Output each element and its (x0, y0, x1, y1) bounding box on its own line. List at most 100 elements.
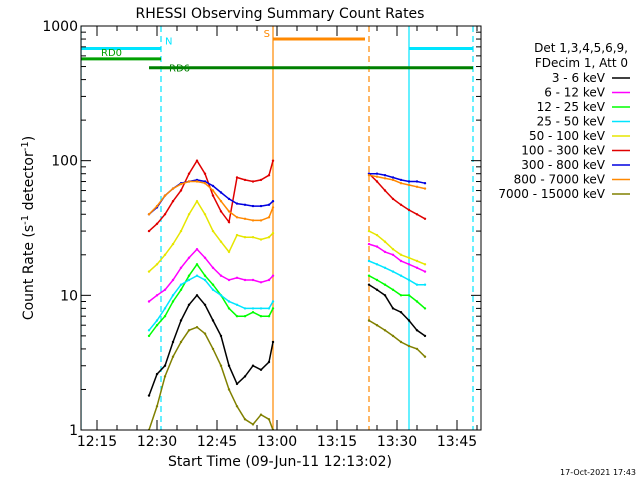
series-point (211, 189, 215, 192)
x-axis-label: Start Time (09-Jun-11 12:13:02) (168, 454, 392, 470)
series-point (423, 307, 427, 310)
series-line (368, 319, 426, 358)
series-point (383, 329, 387, 332)
series-point (243, 278, 247, 282)
series-point (407, 180, 411, 183)
series-point (243, 315, 247, 318)
series-line (368, 173, 426, 220)
series-point (187, 274, 191, 277)
series-point (367, 259, 371, 263)
series-point (179, 266, 183, 269)
series-point (423, 217, 427, 220)
series-point (195, 274, 199, 277)
series-point (235, 202, 239, 205)
y-axis-label: Count Rate (s-1 detector-1) (20, 136, 37, 320)
series-point (423, 283, 427, 286)
series-point (391, 334, 395, 338)
legend-label: 50 - 100 keV (529, 129, 606, 143)
series-point (391, 197, 395, 201)
y-tick-label: 100 (51, 154, 78, 170)
series-point (203, 278, 207, 282)
series-point (227, 307, 231, 310)
series-point (155, 294, 159, 297)
series-point (203, 274, 207, 277)
series-line (148, 248, 274, 303)
series-point (203, 213, 207, 216)
flag-label: RD6 (169, 64, 190, 75)
series-line (148, 199, 274, 273)
series-point (423, 263, 427, 266)
series-point (259, 238, 263, 241)
series-line (368, 243, 426, 273)
series-point (259, 178, 263, 182)
series-point (391, 307, 395, 310)
x-axis: 12:15 12:30 12:45 13:00 13:15 13:30 13:45 (77, 26, 478, 450)
series-line (368, 230, 426, 265)
series-point (267, 203, 271, 206)
series-point (179, 189, 183, 192)
series-point (195, 294, 199, 297)
series-point (383, 283, 387, 286)
series-point (211, 184, 215, 188)
series-point (147, 270, 151, 273)
series-point (243, 375, 247, 378)
series-point (423, 187, 427, 190)
series-point (243, 203, 247, 206)
series-point (227, 388, 231, 391)
series-point (187, 329, 191, 332)
series-point (203, 256, 207, 259)
series-point (267, 174, 271, 177)
series-point (227, 278, 231, 282)
series-point (367, 242, 371, 246)
series-point (203, 182, 207, 185)
series-point (271, 231, 275, 235)
series-point (271, 340, 275, 344)
series-point (407, 256, 411, 259)
series-point (391, 178, 395, 182)
series-point (163, 194, 167, 197)
series-point (219, 240, 223, 243)
series-point (235, 405, 239, 408)
series-point (147, 213, 151, 216)
series-point (155, 405, 159, 408)
series-point (271, 200, 275, 203)
series-point (171, 187, 175, 190)
series-point (171, 300, 175, 303)
series-point (399, 203, 403, 206)
series-point (155, 263, 159, 266)
series-point (203, 180, 207, 183)
flag-label: S (264, 29, 270, 40)
series-point (375, 172, 379, 175)
series-point (415, 283, 419, 286)
legend-label: 100 - 300 keV (521, 144, 605, 158)
series-point (375, 175, 379, 178)
series-point (407, 294, 411, 297)
y-axis: 1 10 100 1000 (42, 19, 481, 439)
series-point (367, 283, 371, 286)
series-point (155, 324, 159, 327)
chart-title: RHESSI Observing Summary Count Rates (136, 6, 425, 22)
series-point (227, 220, 231, 224)
series-point (171, 355, 175, 358)
series-point (415, 266, 419, 269)
series-point (423, 334, 427, 338)
series-point (163, 315, 167, 318)
series-line (148, 326, 274, 430)
series-point (155, 319, 159, 322)
series-point (375, 233, 379, 237)
series-point (251, 423, 255, 426)
series-point (375, 180, 379, 183)
series-point (383, 240, 387, 243)
series-point (267, 236, 271, 239)
series-point (187, 180, 191, 183)
series-point (271, 307, 275, 310)
series-point (415, 180, 419, 183)
series-point (415, 347, 419, 351)
series-point (267, 307, 271, 310)
series-point (211, 347, 215, 351)
series-point (383, 266, 387, 269)
series-point (399, 253, 403, 256)
series-point (375, 288, 379, 291)
series-point (267, 418, 271, 421)
